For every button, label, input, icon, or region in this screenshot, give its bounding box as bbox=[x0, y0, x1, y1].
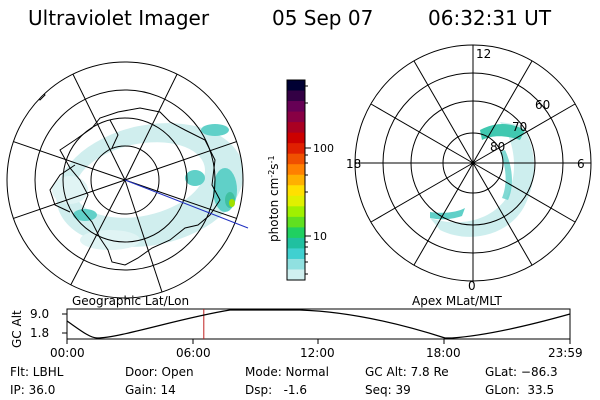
altitude-axis-title: GC Alt bbox=[10, 310, 24, 348]
colorbar-segment bbox=[287, 195, 305, 207]
colorbar-segment bbox=[287, 153, 305, 165]
status-door: Door: Open bbox=[125, 365, 194, 379]
noon-meridian-line bbox=[124, 179, 249, 229]
colorbar-frame bbox=[286, 79, 306, 281]
mlt-label-12: 12 bbox=[476, 47, 491, 61]
colorbar-segment bbox=[287, 185, 305, 197]
colorbar-segment bbox=[287, 122, 305, 134]
magnetic-map: 12 18 6 0 60 70 80 bbox=[346, 44, 592, 293]
time-tick-0600: 06:00 bbox=[176, 346, 211, 360]
colorbar-segment bbox=[287, 101, 305, 113]
colorbar-segment bbox=[287, 164, 305, 176]
colorbar-segment bbox=[287, 90, 305, 102]
status-ip: IP: 36.0 bbox=[10, 383, 56, 397]
colorbar-segment bbox=[287, 174, 305, 186]
altitude-tick-high: 9.0 bbox=[30, 307, 49, 321]
mlt-label-0: 0 bbox=[468, 279, 476, 293]
mlat-label-60: 60 bbox=[535, 98, 550, 112]
time-tick-1800: 18:00 bbox=[426, 346, 461, 360]
colorbar-segment bbox=[287, 248, 305, 260]
altitude-plot-frame bbox=[66, 308, 571, 340]
observation-time: 06:32:31 UT bbox=[428, 6, 552, 30]
altitude-plot: GC Alt 9.0 1.8 bbox=[10, 307, 571, 348]
colorbar-segment bbox=[287, 206, 305, 218]
magnetic-caption: Apex MLat/MLT bbox=[412, 294, 502, 308]
mlat-label-70: 70 bbox=[512, 120, 527, 134]
colorbar-segment bbox=[287, 111, 305, 123]
status-filter: Flt: LBHL bbox=[10, 365, 64, 379]
colorbar-segment bbox=[287, 80, 305, 92]
colorbar-tick-10: 10 bbox=[313, 230, 327, 243]
mlt-label-6: 6 bbox=[577, 157, 585, 171]
geographic-map bbox=[6, 61, 249, 299]
status-gain: Gain: 14 bbox=[125, 383, 176, 397]
geographic-caption: Geographic Lat/Lon bbox=[72, 294, 190, 308]
status-seq: Seq: 39 bbox=[365, 383, 411, 397]
altitude-curve bbox=[66, 309, 571, 339]
colorbar-segment bbox=[287, 258, 305, 271]
observation-date: 05 Sep 07 bbox=[272, 6, 374, 30]
time-tick-1200: 12:00 bbox=[300, 346, 335, 360]
time-tick-2359: 23:59 bbox=[548, 346, 583, 360]
intensity-colorbar bbox=[287, 80, 305, 281]
status-glat: GLat: −86.3 bbox=[485, 365, 558, 379]
colorbar-segment bbox=[287, 269, 305, 281]
altitude-tick-low: 1.8 bbox=[30, 326, 49, 340]
mlat-label-80: 80 bbox=[490, 140, 505, 154]
status-gc-alt: GC Alt: 7.8 Re bbox=[365, 365, 449, 379]
colorbar-unit-label: photon cm-2s-1 bbox=[267, 155, 281, 242]
colorbar-segment bbox=[287, 227, 305, 239]
colorbar-segment bbox=[287, 216, 305, 228]
time-tick-0000: 00:00 bbox=[50, 346, 85, 360]
status-dsp: Dsp: -1.6 bbox=[245, 383, 308, 397]
status-glon: GLon: 33.5 bbox=[485, 383, 555, 397]
colorbar-segment bbox=[287, 143, 305, 155]
colorbar-segment bbox=[287, 132, 305, 144]
colorbar-segment bbox=[287, 237, 305, 250]
colorbar-tick-100: 100 bbox=[313, 142, 334, 155]
instrument-title: Ultraviolet Imager bbox=[28, 6, 210, 30]
colorbar-ticks bbox=[305, 85, 311, 275]
status-mode: Mode: Normal bbox=[245, 365, 329, 379]
mlt-label-18: 18 bbox=[346, 157, 361, 171]
